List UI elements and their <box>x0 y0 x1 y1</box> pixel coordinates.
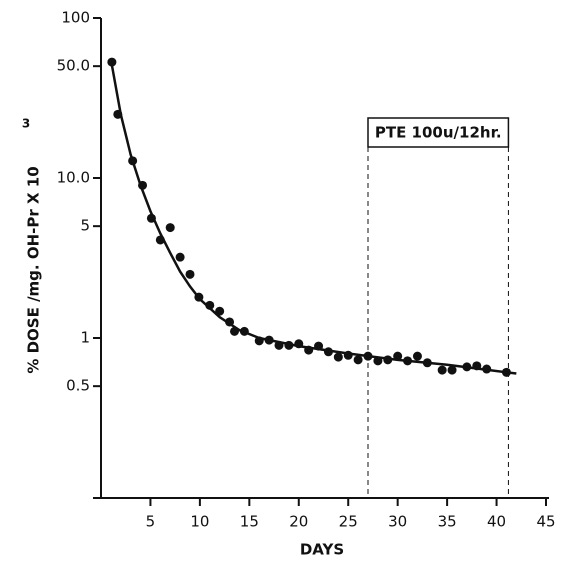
data-point <box>363 351 373 361</box>
data-point <box>393 351 403 361</box>
x-tick-label: 5 <box>146 513 156 531</box>
data-point <box>165 223 175 233</box>
data-point <box>412 351 422 361</box>
data-point <box>501 367 511 377</box>
data-point <box>254 336 264 346</box>
data-point <box>284 340 294 350</box>
y-tick-label: 0.5 <box>66 377 90 395</box>
data-point <box>422 358 432 368</box>
y-tick-label: 100 <box>61 9 90 27</box>
data-point <box>482 364 492 374</box>
data-point <box>128 156 138 166</box>
data-point <box>175 252 185 262</box>
x-tick-label: 10 <box>190 513 209 531</box>
data-point <box>472 361 482 371</box>
data-point <box>264 335 274 345</box>
data-point <box>194 292 204 302</box>
data-point <box>437 365 447 375</box>
data-point <box>373 356 383 366</box>
x-tick-label: 20 <box>289 513 308 531</box>
y-axis-label: % DOSE /mg. OH-Pr X 10 <box>25 166 43 373</box>
data-point <box>146 213 156 223</box>
y-tick-label: 1 <box>80 329 90 347</box>
x-tick-label: 40 <box>487 513 506 531</box>
data-point <box>323 347 333 357</box>
fit-curve <box>109 59 517 375</box>
data-point <box>215 306 225 316</box>
data-point <box>304 345 314 355</box>
data-point <box>462 362 472 372</box>
data-point <box>113 109 123 119</box>
data-point <box>155 235 165 245</box>
x-tick-label: 25 <box>339 513 358 531</box>
data-point <box>230 326 239 336</box>
data-point <box>185 269 195 279</box>
x-axis-label: DAYS <box>300 541 344 559</box>
y-axis-label-superscript: 3 <box>22 117 30 131</box>
data-point <box>294 339 304 349</box>
data-point <box>274 340 284 350</box>
annotation-text: PTE 100u/12hr. <box>375 124 502 142</box>
y-tick-label: 10.0 <box>57 169 90 187</box>
data-point <box>343 350 353 360</box>
data-point <box>447 365 457 375</box>
y-tick-label: 5 <box>80 217 90 235</box>
data-point <box>225 317 235 327</box>
data-point <box>403 356 413 366</box>
data-point <box>333 352 343 362</box>
data-point <box>383 355 393 365</box>
annotation-box <box>367 117 510 148</box>
data-point <box>314 341 324 351</box>
x-tick-label: 35 <box>438 513 457 531</box>
data-point <box>205 300 215 310</box>
x-tick-label: 15 <box>240 513 259 531</box>
x-tick-label: 45 <box>536 513 555 531</box>
y-tick-label: 50.0 <box>57 57 90 75</box>
x-tick-label: 30 <box>388 513 407 531</box>
data-point <box>138 180 148 190</box>
data-point <box>239 326 249 336</box>
data-point <box>353 355 363 365</box>
data-point <box>107 57 117 67</box>
